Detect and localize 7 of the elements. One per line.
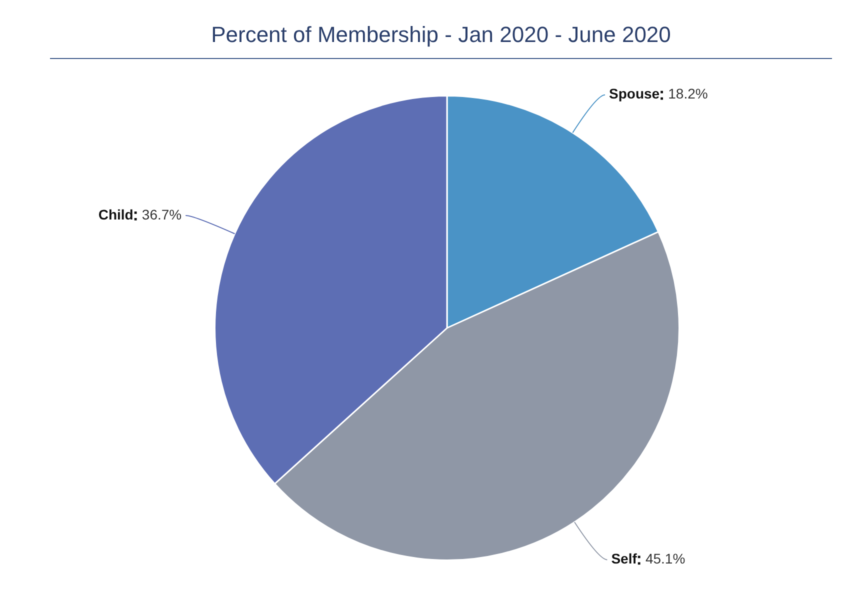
chart-title: Percent of Membership - Jan 2020 - June 2020 [50,22,832,59]
slice-label: Self [611,550,638,567]
data-label: 45.1% [645,550,686,567]
slice-label: Spouse [609,86,660,102]
data-label: 18.2% [668,86,708,102]
data-label: 36.7% [142,206,182,222]
slice-label: Child [98,206,134,222]
